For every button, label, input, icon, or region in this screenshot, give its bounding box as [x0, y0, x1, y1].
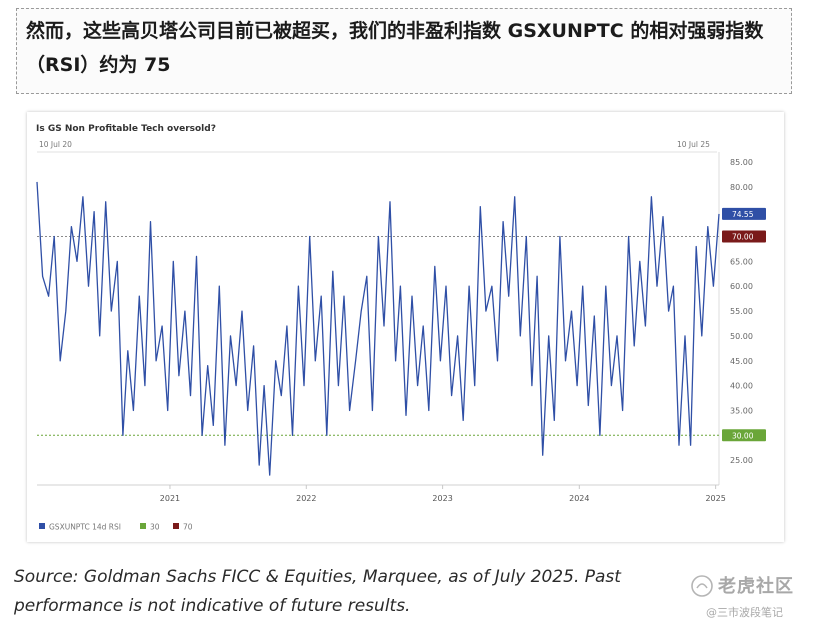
y-tick-label: 50.00	[730, 332, 753, 341]
last-value-tag: 74.55	[722, 207, 766, 220]
range-start-label: 10 Jul 20	[39, 140, 72, 149]
y-tick-label: 80.00	[730, 183, 753, 192]
y-tick-label: 60.00	[730, 282, 753, 291]
y-tick-label: 25.00	[730, 456, 753, 465]
last-value-tag-text: 74.55	[732, 210, 754, 219]
rsi-series-line	[36, 181, 720, 476]
x-tick-label: 2021	[160, 494, 180, 503]
overbought-tag: 70.00	[722, 230, 766, 243]
y-tick-label: 65.00	[730, 257, 753, 266]
x-tick-label: 2024	[569, 494, 589, 503]
last-value-tag-bg	[722, 207, 766, 220]
legend-label-70: 70	[183, 523, 193, 532]
source-note: Source: Goldman Sachs FICC & Equities, M…	[14, 567, 621, 616]
x-axis-ticks: 2021 2022 2023 2024 2025	[160, 485, 726, 503]
rsi-chart: Is GS Non Profitable Tech oversold? 10 J…	[36, 124, 766, 532]
x-tick-label: 2022	[296, 494, 316, 503]
legend-swatch-rsi	[39, 523, 45, 529]
oversold-tag-bg	[722, 429, 766, 442]
overbought-tag-text: 70.00	[732, 233, 754, 242]
legend: GSXUNPTC 14d RSI 30 70	[39, 523, 193, 532]
legend-label-rsi: GSXUNPTC 14d RSI	[49, 523, 121, 532]
oversold-tag: 30.00	[722, 429, 766, 442]
watermark-name: 老虎社区	[718, 576, 794, 597]
overbought-tag-bg	[722, 230, 766, 243]
chart-title: Is GS Non Profitable Tech oversold?	[36, 124, 216, 134]
y-axis-ticks: 85.0080.0075.0070.0065.0060.0055.0050.00…	[730, 158, 753, 465]
legend-label-30: 30	[150, 523, 160, 532]
x-tick-label: 2025	[705, 494, 725, 503]
y-tick-label: 45.00	[730, 357, 753, 366]
x-tick-label: 2023	[432, 494, 452, 503]
y-tick-label: 85.00	[730, 158, 753, 167]
y-tick-label: 40.00	[730, 382, 753, 391]
legend-swatch-70	[173, 523, 179, 529]
watermark-handle: @三市波段笔记	[706, 606, 783, 619]
headline: 然而，这些高贝塔公司目前已被超买，我们的非盈利指数 GSXUNPTC 的相对强弱…	[26, 20, 764, 76]
range-end-label: 10 Jul 25	[677, 140, 710, 149]
y-tick-label: 35.00	[730, 406, 753, 415]
legend-swatch-30	[140, 523, 146, 529]
watermark: 老虎社区 @三市波段笔记	[690, 572, 810, 624]
y-tick-label: 55.00	[730, 307, 753, 316]
chart-panel: Is GS Non Profitable Tech oversold? 10 J…	[27, 112, 784, 542]
oversold-tag-text: 30.00	[732, 431, 754, 440]
tiger-logo-icon	[691, 575, 713, 597]
headline-box	[16, 8, 792, 94]
